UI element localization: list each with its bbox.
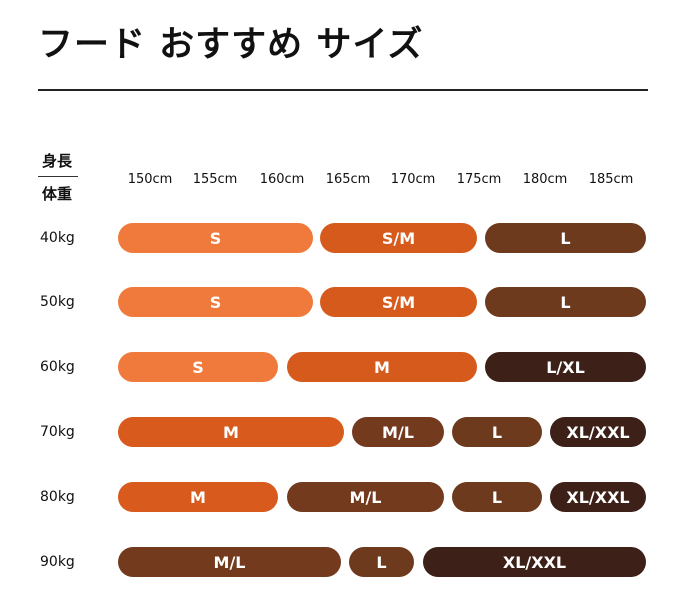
weight-label: 70kg bbox=[40, 424, 75, 440]
size-bar: L/XL bbox=[485, 352, 646, 382]
size-bar: XL/XXL bbox=[550, 482, 646, 512]
size-bar: M bbox=[118, 417, 344, 447]
size-bar: S/M bbox=[320, 223, 477, 253]
size-bar: S bbox=[118, 287, 313, 317]
height-label: 170cm bbox=[390, 172, 436, 187]
height-label: 185cm bbox=[588, 172, 634, 187]
size-bar: M/L bbox=[352, 417, 444, 447]
size-bar: L bbox=[485, 223, 646, 253]
size-bar: XL/XXL bbox=[550, 417, 646, 447]
weight-label: 50kg bbox=[40, 294, 75, 310]
size-bar: L bbox=[452, 417, 542, 447]
size-bar: S bbox=[118, 352, 278, 382]
height-label: 180cm bbox=[522, 172, 568, 187]
height-label: 175cm bbox=[456, 172, 502, 187]
page-title: フード おすすめ サイズ bbox=[38, 25, 424, 65]
height-label: 165cm bbox=[325, 172, 371, 187]
weight-label: 40kg bbox=[40, 230, 75, 246]
height-label: 160cm bbox=[259, 172, 305, 187]
size-bar: M/L bbox=[118, 547, 341, 577]
size-bar: S/M bbox=[320, 287, 477, 317]
size-bar: L bbox=[349, 547, 414, 577]
height-header: 身長 bbox=[42, 152, 73, 170]
weight-header: 体重 bbox=[42, 185, 73, 203]
weight-label: 80kg bbox=[40, 489, 75, 505]
size-bar: L bbox=[485, 287, 646, 317]
size-bar: L bbox=[452, 482, 542, 512]
size-bar: M bbox=[118, 482, 278, 512]
size-bar: M bbox=[287, 352, 477, 382]
header-divider bbox=[38, 176, 78, 177]
size-bar: S bbox=[118, 223, 313, 253]
weight-label: 90kg bbox=[40, 554, 75, 570]
size-bar: XL/XXL bbox=[423, 547, 646, 577]
weight-label: 60kg bbox=[40, 359, 75, 375]
title-divider bbox=[38, 89, 648, 91]
size-bar: M/L bbox=[287, 482, 444, 512]
height-label: 150cm bbox=[127, 172, 173, 187]
height-label: 155cm bbox=[192, 172, 238, 187]
